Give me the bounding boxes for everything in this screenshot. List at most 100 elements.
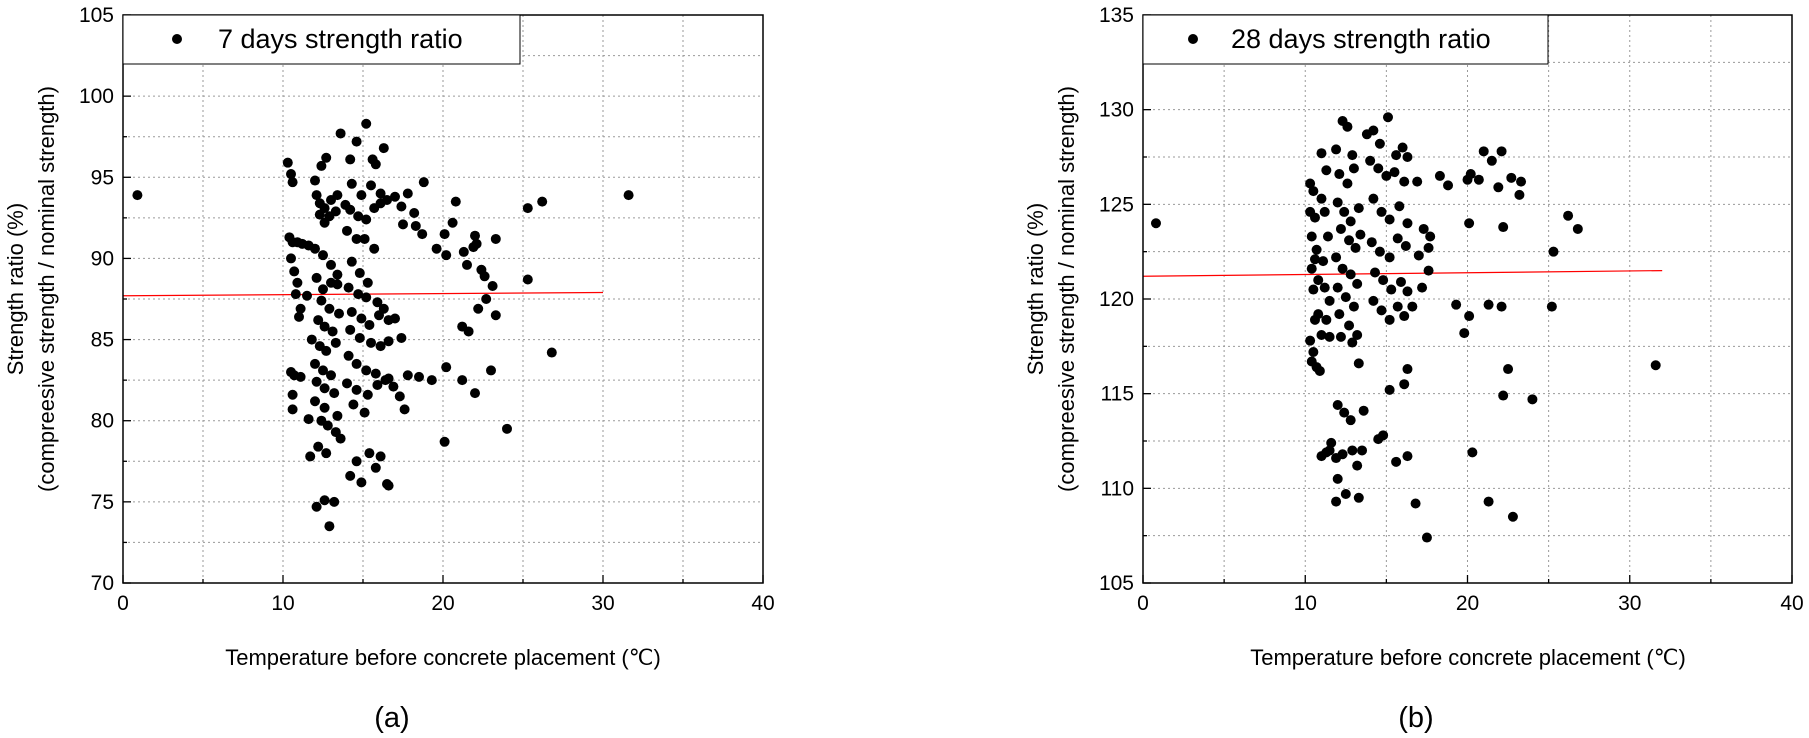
- y-tick-label-a: 105: [79, 4, 114, 27]
- data-point-a: [310, 175, 320, 186]
- data-point-a: [375, 451, 386, 462]
- data-point-b: [1337, 449, 1348, 460]
- data-point-a: [470, 388, 480, 399]
- data-point-a: [364, 448, 375, 459]
- data-point-a: [390, 313, 400, 324]
- data-point-a: [399, 404, 410, 415]
- data-point-b: [1483, 299, 1494, 310]
- data-point-a: [390, 191, 400, 202]
- data-point-b: [1331, 496, 1342, 507]
- data-point-a: [375, 198, 386, 209]
- data-point-b: [1384, 314, 1395, 325]
- data-point-a: [346, 178, 357, 189]
- data-point-a: [375, 341, 386, 352]
- data-point-b: [1353, 492, 1364, 503]
- data-point-a: [292, 277, 303, 288]
- data-point-b: [1308, 347, 1319, 358]
- data-point-b: [1418, 223, 1429, 234]
- data-point-a: [346, 256, 357, 267]
- data-point-b: [1493, 182, 1504, 193]
- data-point-a: [522, 203, 533, 214]
- data-point-b: [1337, 263, 1348, 274]
- data-point-a: [462, 259, 472, 270]
- data-point-a: [321, 345, 332, 356]
- data-point-b: [1486, 155, 1497, 166]
- data-point-b: [1319, 282, 1330, 293]
- y-tick-label-b: 115: [1101, 383, 1134, 406]
- data-point-a: [441, 250, 452, 261]
- data-point-a: [326, 259, 336, 270]
- data-point-a: [345, 154, 356, 165]
- data-point-b: [1314, 365, 1325, 376]
- data-point-b: [1308, 284, 1319, 295]
- data-point-b: [1339, 407, 1350, 418]
- data-point-b: [1348, 163, 1359, 174]
- y-axis-title-b-line2: (compreesive strength / nominal strength…: [1054, 86, 1079, 492]
- grid-b: [1143, 15, 1792, 583]
- data-point-a: [447, 217, 458, 228]
- legend-marker-a: [172, 34, 182, 44]
- data-point-b: [1402, 152, 1413, 162]
- data-point-a: [522, 274, 533, 285]
- data-point-a: [370, 159, 381, 170]
- data-point-b: [1150, 218, 1161, 229]
- data-point-a: [351, 233, 362, 244]
- data-point-a: [372, 380, 383, 391]
- data-point-b: [1334, 309, 1345, 320]
- data-point-a: [361, 214, 372, 225]
- data-point-b: [1366, 237, 1377, 248]
- data-point-b: [1345, 269, 1356, 280]
- data-point-b: [1331, 252, 1342, 263]
- data-point-a: [321, 152, 332, 163]
- data-point-b: [1473, 174, 1484, 185]
- data-point-a: [396, 332, 407, 343]
- data-point-a: [354, 268, 365, 279]
- legend-b: 28 days strength ratio: [1142, 14, 1549, 65]
- data-point-a: [326, 370, 336, 381]
- data-point-a: [463, 326, 474, 337]
- data-point-a: [332, 279, 343, 290]
- data-point-b: [1563, 210, 1574, 221]
- data-point-a: [316, 295, 327, 306]
- data-point-a: [383, 336, 394, 347]
- data-point-a: [351, 384, 362, 395]
- data-point-b: [1391, 150, 1402, 161]
- data-point-a: [302, 290, 312, 301]
- trend-line-b: [1142, 270, 1663, 277]
- data-point-a: [473, 303, 484, 314]
- data-point-a: [383, 480, 394, 491]
- data-point-a: [286, 169, 296, 180]
- data-point-b: [1332, 197, 1343, 208]
- data-point-b: [1496, 146, 1507, 157]
- y-tick-label-b: 105: [1099, 572, 1134, 595]
- data-point-b: [1378, 275, 1389, 286]
- data-point-a: [414, 371, 424, 382]
- data-point-b: [1402, 218, 1413, 229]
- data-point-a: [345, 470, 356, 481]
- y-tick-label-a: 80: [91, 410, 114, 433]
- data-point-a: [314, 209, 325, 220]
- data-point-a: [332, 410, 343, 421]
- data-point-b: [1425, 231, 1436, 242]
- y-tick-label-a: 100: [79, 85, 114, 108]
- data-point-a: [348, 399, 359, 410]
- data-point-a: [623, 190, 634, 201]
- data-point-a: [351, 136, 362, 147]
- legend-label-a: 7 days strength ratio: [218, 24, 463, 54]
- data-point-a: [356, 190, 367, 201]
- data-point-a: [487, 281, 498, 292]
- data-point-b: [1316, 193, 1327, 204]
- legend-box-b: [1142, 14, 1549, 65]
- data-point-b: [1319, 206, 1330, 217]
- grid-a: [123, 15, 763, 583]
- data-point-b: [1332, 473, 1343, 484]
- data-point-a: [295, 371, 306, 382]
- data-point-b: [1546, 301, 1557, 312]
- data-point-a: [311, 376, 322, 387]
- data-point-a: [369, 243, 380, 254]
- data-point-b: [1507, 511, 1518, 522]
- x-tick-label-a: 0: [117, 592, 129, 615]
- data-point-b: [1347, 150, 1358, 161]
- data-point-a: [332, 269, 343, 280]
- data-point-a: [398, 219, 408, 230]
